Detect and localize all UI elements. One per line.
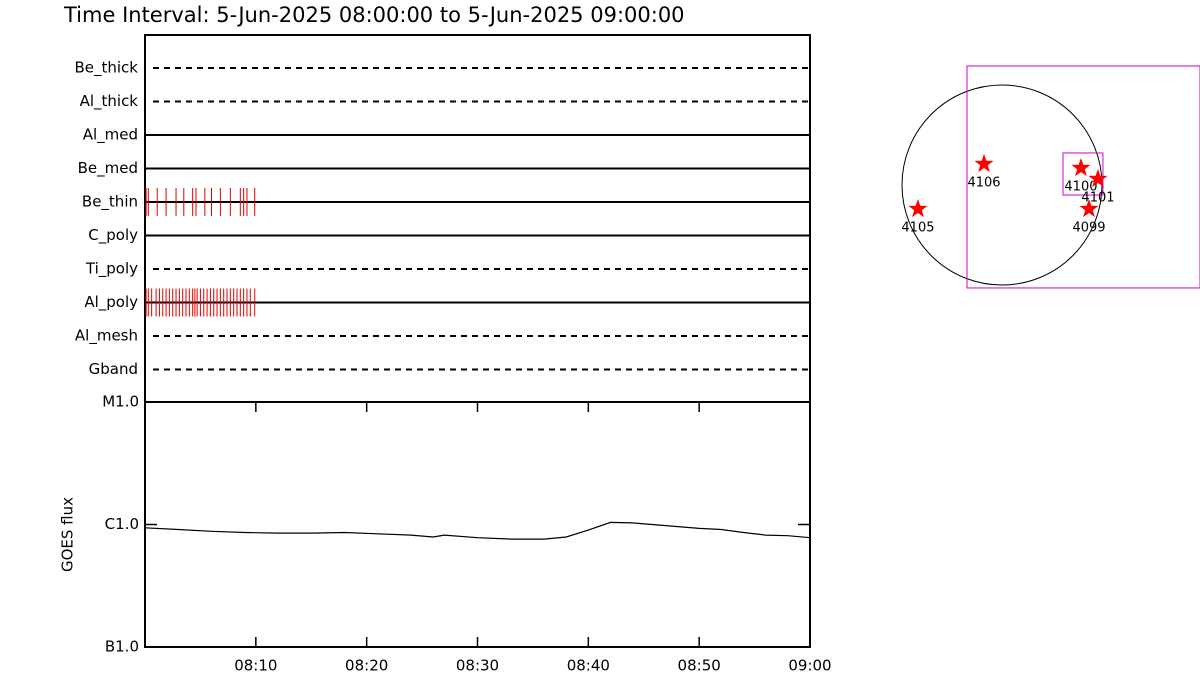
goes-line xyxy=(144,521,811,540)
region-label: 4099 xyxy=(1072,220,1105,235)
region-label: 4106 xyxy=(967,175,1000,190)
filter-label: Al_med xyxy=(83,126,138,145)
x-tick-label: 08:40 xyxy=(567,657,610,675)
fov-box xyxy=(1062,152,1104,196)
y-tick-label: B1.0 xyxy=(105,638,139,656)
active-region xyxy=(1079,199,1099,218)
x-tick-label: 08:10 xyxy=(234,657,277,675)
filter-label: C_poly xyxy=(88,226,138,245)
x-tick-label: 08:30 xyxy=(456,657,499,675)
active-region xyxy=(1088,169,1108,188)
filter-label: Al_thick xyxy=(80,92,139,111)
x-tick-label: 09:00 xyxy=(788,657,831,675)
active-region xyxy=(974,154,994,173)
y-tick-label: M1.0 xyxy=(102,393,139,411)
region-label: 4105 xyxy=(901,220,934,235)
filter-label: Ti_poly xyxy=(85,260,138,279)
filter-label: Be_thin xyxy=(82,193,138,212)
region-label: 4101 xyxy=(1081,190,1114,205)
x-tick-label: 08:20 xyxy=(345,657,388,675)
filter-label: Gband xyxy=(89,360,138,378)
filter-label: Al_mesh xyxy=(75,327,138,346)
filter-label: Be_med xyxy=(78,159,138,178)
x-tick-label: 08:50 xyxy=(678,657,721,675)
region-label: 4100 xyxy=(1064,179,1097,194)
y-tick-label: C1.0 xyxy=(105,515,139,533)
filter-label: Be_thick xyxy=(74,59,138,78)
y-axis-label: GOES flux xyxy=(59,497,77,572)
filter-label: Al_poly xyxy=(84,293,138,312)
active-region xyxy=(908,199,928,218)
active-region xyxy=(1071,158,1091,177)
title: Time Interval: 5-Jun-2025 08:00:00 to 5-… xyxy=(63,3,685,27)
